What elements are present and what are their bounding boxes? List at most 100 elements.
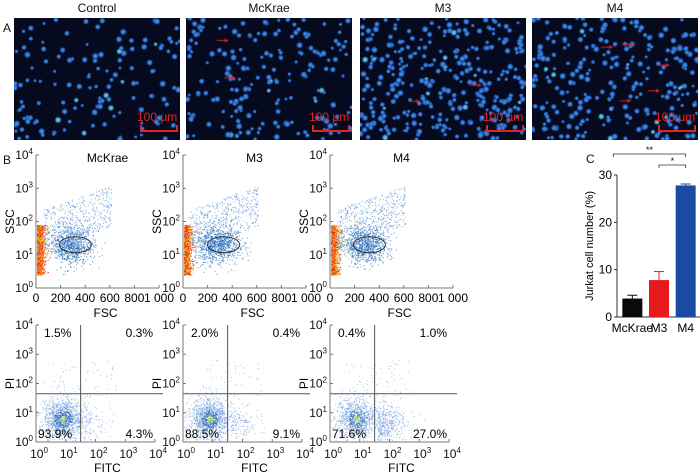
y-tick-label: 101 xyxy=(309,247,327,262)
micrograph-image xyxy=(186,18,352,140)
y-tick-label: 100 xyxy=(309,280,327,295)
y-tick-label: 104 xyxy=(309,147,327,162)
x-tick-label: 100 xyxy=(30,446,48,461)
x-tick-label: 1 000 xyxy=(438,291,468,305)
y-tick-label: 103 xyxy=(162,346,180,361)
y-tick-label: 100 xyxy=(162,434,180,449)
y-tick-label: 20 xyxy=(599,215,613,229)
y-tick-label: 104 xyxy=(15,147,33,162)
gate-ellipse xyxy=(207,236,241,254)
scale-bar-label: 100 µm xyxy=(137,110,178,124)
scatter-points xyxy=(330,360,426,442)
x-tick-label: 200 xyxy=(51,291,71,305)
y-tick-label: 104 xyxy=(162,317,180,332)
y-tick-label: 103 xyxy=(309,180,327,195)
quadrant-ll-value: 93.9% xyxy=(38,427,72,441)
x-axis-label: FITC xyxy=(94,461,121,475)
y-tick-label: 101 xyxy=(15,405,33,420)
y-tick-label: 103 xyxy=(162,180,180,195)
x-tick-label: M4 xyxy=(677,321,694,335)
x-tick-label: 103 xyxy=(266,446,284,461)
y-tick-label: 100 xyxy=(15,280,33,295)
x-tick-label: 400 xyxy=(222,291,242,305)
x-tick-label: 104 xyxy=(149,446,167,461)
x-tick-label: 100 xyxy=(324,446,342,461)
y-tick-label: 103 xyxy=(15,346,33,361)
y-axis-label: SSC xyxy=(297,209,311,234)
x-tick-label: 0 xyxy=(33,291,40,305)
bar-m3 xyxy=(649,280,669,317)
x-tick-label: 600 xyxy=(247,291,267,305)
x-tick-label: 103 xyxy=(119,446,137,461)
panel-label-c: C xyxy=(586,152,595,166)
y-tick-label: 102 xyxy=(162,214,180,229)
y-tick-label: 104 xyxy=(162,147,180,162)
x-tick-label: 200 xyxy=(345,291,365,305)
fsc-ssc-plot: M4 100 101 102 103 104 0 200 400 600 800 1 000 SSC xyxy=(297,147,468,305)
y-tick-label: 100 xyxy=(162,280,180,295)
y-tick-label: 0 xyxy=(605,310,612,324)
y-tick-label: 101 xyxy=(162,405,180,420)
x-tick-label: 104 xyxy=(443,446,461,461)
x-tick-label: 100 xyxy=(177,446,195,461)
micrograph-title: M4 xyxy=(606,1,624,15)
y-axis-label: Jurkat cell number (%) xyxy=(584,191,596,301)
scale-bar xyxy=(658,125,696,132)
quadrant-ul-value: 2.0% xyxy=(191,326,219,340)
plot-title: McKrae xyxy=(87,151,129,165)
significance-bracket xyxy=(612,153,687,157)
plot-title: M4 xyxy=(393,151,410,165)
panel-label-b: B xyxy=(3,153,12,167)
quadrant-lr-value: 27.0% xyxy=(413,427,447,441)
quadrant-ll-value: 88.5% xyxy=(185,427,219,441)
y-tick-label: 104 xyxy=(15,317,33,332)
bar-m4 xyxy=(675,185,696,317)
quadrant-ur-value: 0.4% xyxy=(273,326,301,340)
fsc-label: FSC xyxy=(388,306,412,320)
x-axis-label: FITC xyxy=(388,461,415,475)
y-tick-label: 102 xyxy=(15,376,33,391)
scatter-points xyxy=(331,186,406,276)
x-tick-label: 600 xyxy=(100,291,120,305)
x-tick-label: 1 000 xyxy=(291,291,321,305)
quadrant-ll-value: 71.6% xyxy=(332,427,366,441)
x-tick-label: McKrae xyxy=(612,321,654,335)
y-tick-label: 101 xyxy=(162,247,180,262)
significance-label: * xyxy=(671,156,675,166)
y-tick-label: 101 xyxy=(15,247,33,262)
x-tick-label: 102 xyxy=(90,446,108,461)
x-tick-label: 400 xyxy=(75,291,95,305)
scale-bar-label: 100 µm xyxy=(483,110,524,124)
fsc-label: FSC xyxy=(94,306,118,320)
y-tick-label: 10 xyxy=(599,263,613,277)
scale-bar-label: 100 µm xyxy=(309,110,350,124)
x-tick-label: 101 xyxy=(60,446,78,461)
y-tick-label: 100 xyxy=(15,434,33,449)
scale-bar xyxy=(312,125,350,132)
x-tick-label: M3 xyxy=(651,321,668,335)
scale-bar xyxy=(140,125,178,132)
fsc-label: FSC xyxy=(241,306,265,320)
scatter-points xyxy=(37,187,112,276)
x-tick-label: 200 xyxy=(198,291,218,305)
x-tick-label: 0 xyxy=(180,291,187,305)
y-tick-label: 102 xyxy=(162,376,180,391)
quadrant-lr-value: 9.1% xyxy=(273,427,301,441)
x-tick-label: 101 xyxy=(354,446,372,461)
significance-label: ** xyxy=(646,145,654,155)
x-tick-label: 400 xyxy=(369,291,389,305)
x-axis-label: FITC xyxy=(241,461,268,475)
x-tick-label: 101 xyxy=(207,446,225,461)
micrograph-title: M3 xyxy=(434,1,452,15)
plot-title: M3 xyxy=(246,151,263,165)
y-axis-label: SSC xyxy=(3,209,17,234)
y-tick-label: 100 xyxy=(309,434,327,449)
x-tick-label: 102 xyxy=(384,446,402,461)
quadrant-ur-value: 1.0% xyxy=(420,326,448,340)
y-axis-label: SSC xyxy=(150,209,164,234)
